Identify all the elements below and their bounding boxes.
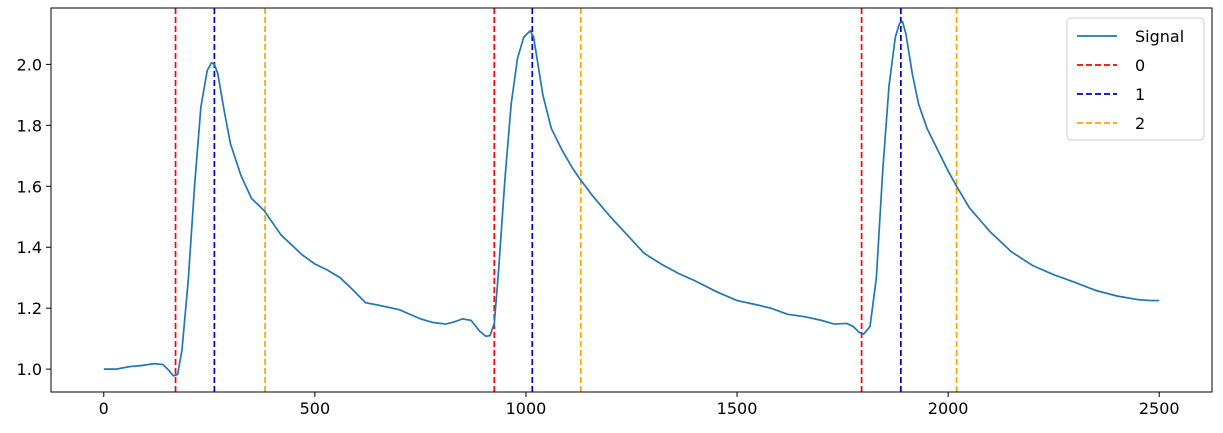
x-tick-label-500: 500 [300, 399, 331, 418]
y-tick-label-2: 1.4 [17, 238, 42, 257]
x-tick-label-0: 0 [99, 399, 109, 418]
y-tick-label-5: 2.0 [17, 55, 42, 74]
legend-box [1066, 17, 1205, 141]
x-tick-label-1000: 1000 [506, 399, 547, 418]
x-tick-label-2500: 2500 [1139, 399, 1180, 418]
y-tick-label-1: 1.2 [17, 299, 42, 318]
signal-series [103, 20, 1160, 377]
x-tick-label-2000: 2000 [928, 399, 969, 418]
y-axis: 1.0 1.2 1.4 1.6 1.8 2.0 [17, 55, 51, 379]
plot-frame [50, 7, 1213, 393]
y-tick-label-0: 1.0 [17, 360, 42, 379]
legend: Signal 0 1 2 [1066, 17, 1205, 141]
y-tick-label-3: 1.6 [17, 177, 42, 196]
legend-label-3: 2 [1135, 114, 1145, 133]
legend-label-1: 0 [1135, 56, 1145, 75]
plot-background [51, 8, 1212, 392]
signal-line [103, 20, 1160, 377]
legend-label-0: Signal [1135, 27, 1184, 46]
legend-label-2: 1 [1135, 85, 1145, 104]
y-tick-label-4: 1.8 [17, 116, 42, 135]
x-tick-label-1500: 1500 [717, 399, 758, 418]
x-axis: 0 500 1000 1500 2000 2500 [99, 392, 1180, 418]
event-lines [174, 8, 958, 392]
